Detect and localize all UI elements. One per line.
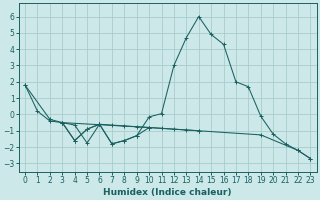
X-axis label: Humidex (Indice chaleur): Humidex (Indice chaleur) <box>103 188 232 197</box>
